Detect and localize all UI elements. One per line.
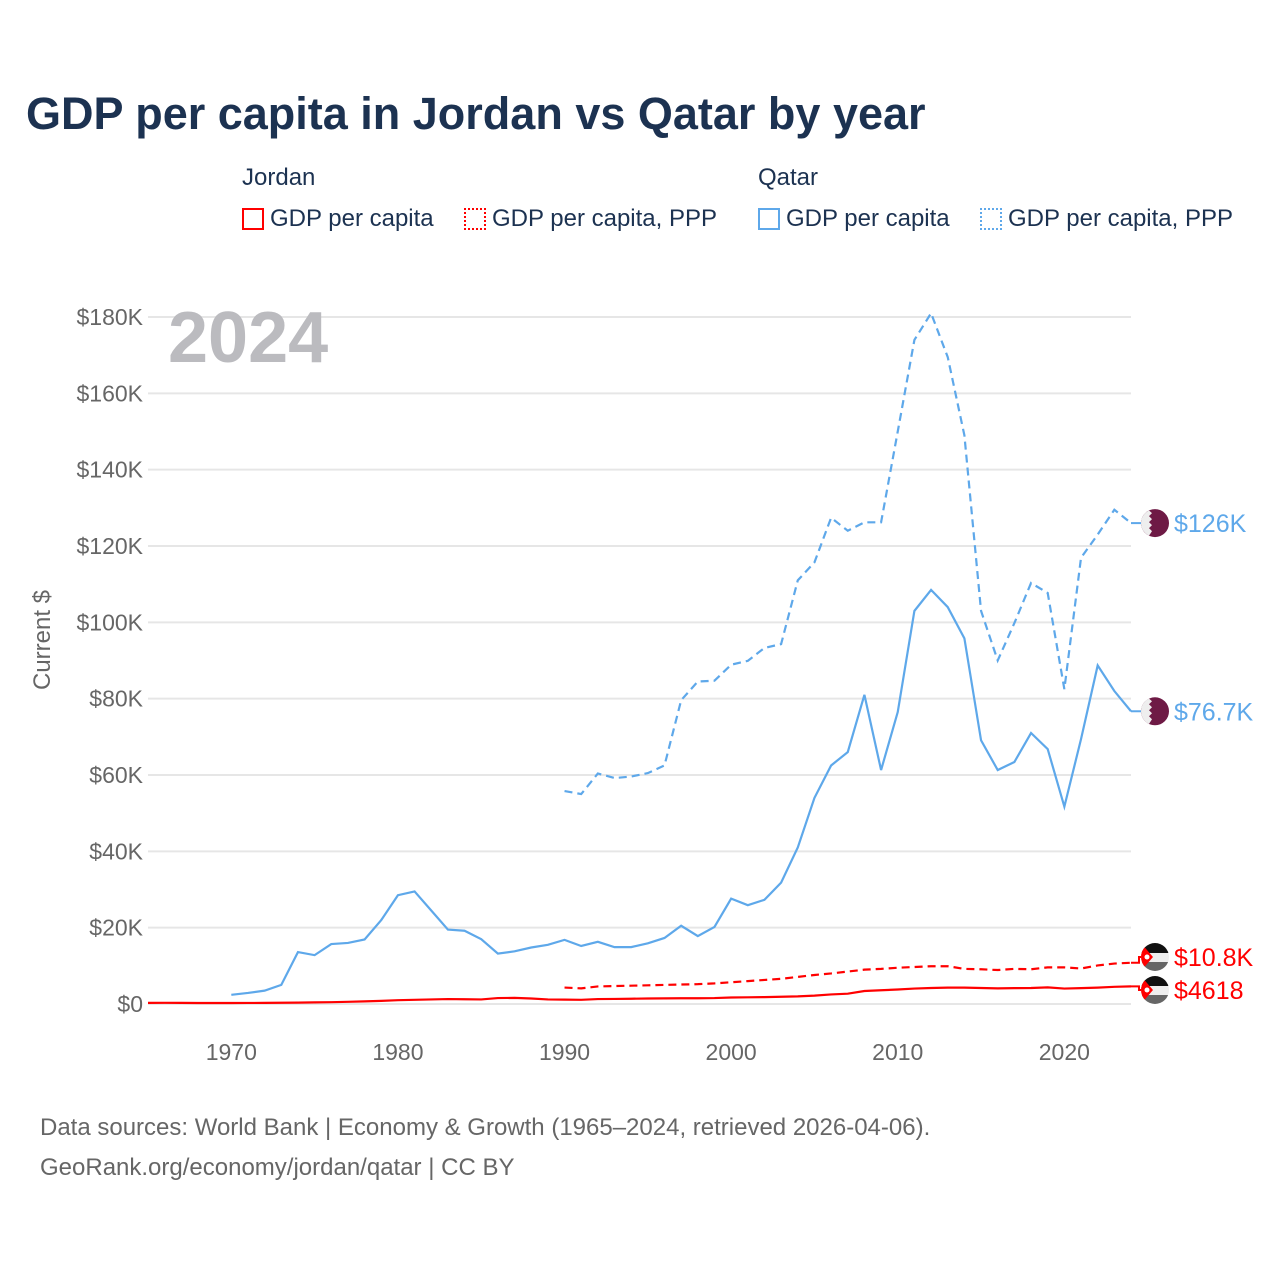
qatar-flag-icon (1141, 509, 1169, 538)
legend-qatar-gdp[interactable]: GDP per capita (758, 205, 950, 233)
y-tick-label: $140K (76, 457, 143, 483)
end-value-label: $10.8K (1174, 944, 1254, 972)
dotted-swatch-icon (980, 208, 1002, 230)
jordan-gdp-per-capita-pppline (564, 961, 1132, 990)
solid-swatch-icon (242, 208, 264, 230)
qatar-gdp-per-capita-pppline (564, 310, 1132, 796)
y-tick-label: $80K (89, 686, 143, 712)
line-chart: $0 $20K $40K $60K $80K $100K $120K $140K $160K $1… (29, 298, 1254, 1065)
source-link[interactable]: GeoRank.org/economy/jordan/qatar | CC BY (40, 1154, 515, 1181)
y-tick-label: $0 (117, 991, 143, 1017)
source-note: Data sources: World Bank | Economy & Gro… (40, 1114, 931, 1141)
x-tick-label: 2020 (1039, 1039, 1090, 1065)
year-watermark: 2024 (168, 298, 328, 378)
y-tick-label: $60K (89, 762, 143, 788)
legend-label: GDP per capita (270, 205, 434, 232)
x-tick-label: 1970 (206, 1039, 257, 1065)
x-tick-label: 1980 (372, 1039, 423, 1065)
end-value-label: $4618 (1174, 977, 1244, 1005)
end-connector (1131, 985, 1141, 991)
legend-label: GDP per capita (786, 205, 950, 232)
legend-jordan-ppp[interactable]: GDP per capita, PPP (464, 205, 717, 233)
jordan-flag-icon (1141, 976, 1169, 1004)
dotted-swatch-icon (464, 208, 486, 230)
x-tick-label: 2000 (706, 1039, 757, 1065)
y-tick-label: $20K (89, 915, 143, 941)
chart-title: GDP per capita in Jordan vs Qatar by yea… (26, 88, 926, 139)
solid-swatch-icon (758, 208, 780, 230)
end-value-label: $126K (1174, 510, 1247, 538)
legend-qatar-ppp[interactable]: GDP per capita, PPP (980, 205, 1233, 233)
y-tick-label: $100K (76, 609, 143, 635)
legend-label: GDP per capita, PPP (492, 205, 717, 232)
qatar-flag-icon (1141, 697, 1169, 726)
end-value-label: $76.7K (1174, 698, 1254, 726)
y-tick-label: $120K (76, 533, 143, 559)
legend-jordan-heading: Jordan (242, 164, 316, 191)
jordan-flag-icon (1141, 943, 1169, 971)
y-tick-label: $180K (76, 304, 143, 330)
jordan-gdp-per-capitaline (147, 985, 1132, 1005)
x-tick-label: 2010 (872, 1039, 923, 1065)
y-tick-label: $160K (76, 380, 143, 406)
end-connector (1131, 956, 1141, 964)
y-tick-label: $40K (89, 838, 143, 864)
x-tick-label: 1990 (539, 1039, 590, 1065)
legend-label: GDP per capita, PPP (1008, 205, 1233, 232)
footer: Data sources: World Bank | Economy & Gro… (40, 1108, 930, 1188)
legend-jordan-gdp[interactable]: GDP per capita (242, 205, 434, 233)
legend-qatar-heading: Qatar (758, 164, 819, 191)
y-axis-label: Current $ (29, 590, 56, 690)
qatar-gdp-per-capitaline (231, 588, 1132, 996)
